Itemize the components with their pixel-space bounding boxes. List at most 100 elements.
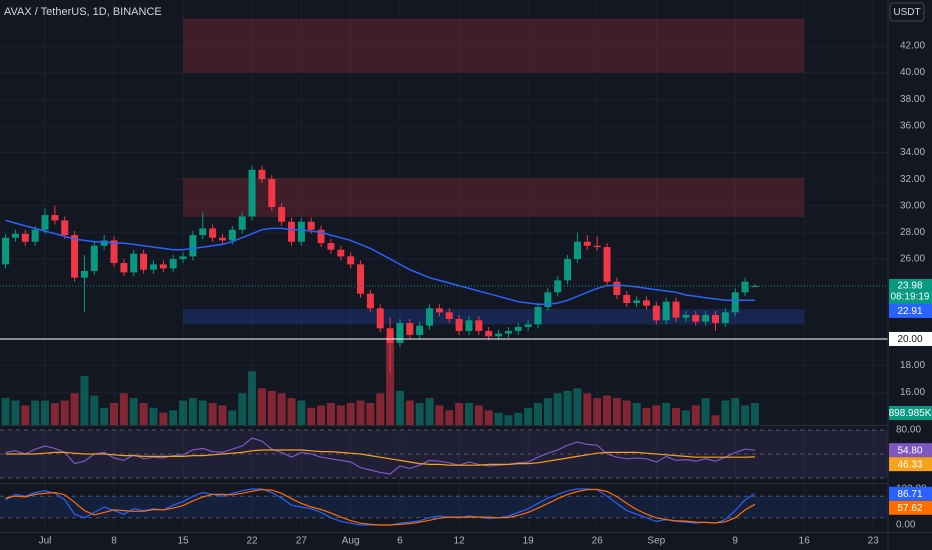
- volume-bar: [681, 410, 690, 425]
- x-tick-label: 22: [246, 536, 258, 547]
- candle-body: [268, 179, 276, 208]
- volume-bar: [1, 398, 10, 425]
- volume-bar: [50, 403, 59, 425]
- volume-bar: [198, 400, 207, 425]
- candle-body: [357, 264, 365, 294]
- x-tick-label: 8: [111, 536, 117, 547]
- candle-body: [652, 305, 660, 321]
- candle-body: [278, 207, 286, 222]
- volume-bar: [494, 412, 503, 425]
- y-tick-label: 42.00: [900, 41, 925, 52]
- volume-bar: [543, 398, 552, 425]
- volume-bar: [741, 405, 750, 425]
- volume-bar: [652, 405, 661, 425]
- volume-bar: [267, 390, 276, 425]
- volume-bar: [110, 403, 119, 425]
- candle-body: [71, 235, 79, 278]
- candle-body: [672, 301, 680, 318]
- x-tick-label: 26: [592, 536, 604, 547]
- price-tag-label: 23.98: [897, 281, 922, 292]
- candle-body: [288, 221, 295, 242]
- volume-bar: [445, 410, 454, 425]
- candle-body: [31, 229, 39, 242]
- candle-body: [366, 293, 374, 309]
- candle-body: [248, 169, 256, 217]
- volume-bar: [514, 412, 523, 425]
- x-tick-label: 6: [397, 536, 403, 547]
- volume-bar: [603, 395, 612, 425]
- price-tag-label: 22.91: [897, 306, 922, 317]
- price-tag-label: 57.62: [897, 503, 922, 514]
- y-tick-label: 34.00: [900, 147, 925, 158]
- volume-bar: [169, 410, 178, 425]
- x-tick-label: 12: [454, 536, 466, 547]
- y-tick-label: 32.00: [900, 174, 925, 185]
- x-tick-label: 15: [177, 536, 189, 547]
- volume-bar: [553, 393, 562, 425]
- price-tag: [889, 443, 932, 458]
- x-tick-label: 16: [799, 536, 811, 547]
- volume-bar: [534, 403, 542, 425]
- volume-bar: [218, 405, 227, 425]
- volume-bar: [455, 403, 464, 425]
- indicator-line: [5, 437, 755, 475]
- candle-body: [475, 320, 483, 331]
- volume-bar: [287, 398, 296, 425]
- volume-bar: [464, 403, 473, 425]
- candle-body: [179, 256, 187, 260]
- volume-bar: [612, 398, 621, 425]
- y-tick-label: 40.00: [900, 67, 925, 78]
- marks: [0, 18, 888, 526]
- price-tag: [889, 303, 932, 318]
- volume-bar: [149, 407, 158, 425]
- candle-body: [573, 241, 581, 260]
- candle-body: [564, 259, 572, 281]
- volume-bar: [277, 393, 286, 425]
- x-tick-label: Aug: [342, 536, 360, 547]
- candle-body: [465, 320, 473, 331]
- volume-bar: [524, 407, 533, 425]
- candle-body: [100, 240, 108, 246]
- volume-bar: [405, 400, 414, 425]
- price-tag-label: 54.80: [897, 445, 922, 456]
- volume-bar: [750, 403, 759, 425]
- volume-bar: [90, 395, 99, 425]
- volume-bar: [622, 400, 631, 425]
- candle-body: [396, 322, 404, 343]
- volume-bar: [326, 403, 335, 425]
- band-fill: [0, 496, 888, 518]
- price-tag: [889, 486, 932, 501]
- candle-body: [702, 314, 710, 322]
- volume-bar: [21, 405, 30, 425]
- candle-body: [376, 308, 384, 329]
- currency-label[interactable]: USDT: [893, 7, 920, 18]
- price-tag: [889, 278, 932, 305]
- volume-bar: [356, 400, 365, 425]
- volume-bar: [415, 403, 424, 425]
- volume-bar: [435, 405, 444, 425]
- candle-body: [317, 229, 325, 244]
- volume-bar: [188, 398, 197, 425]
- candle-body: [455, 318, 463, 331]
- candle-body: [130, 253, 138, 273]
- candle-body: [495, 333, 503, 337]
- candle-body: [228, 229, 236, 241]
- currency-button[interactable]: [889, 2, 925, 22]
- candle-body: [347, 256, 355, 265]
- candle-body: [258, 169, 266, 180]
- candle-body: [110, 240, 118, 264]
- y-tick-label: 0.00: [896, 520, 916, 531]
- candle-body: [692, 314, 700, 322]
- grid: [0, 429, 888, 519]
- volume-bar: [691, 405, 700, 425]
- volume-bar: [80, 376, 89, 425]
- candle-body: [485, 330, 493, 337]
- y-tick-label: 18.00: [900, 360, 925, 371]
- candle-body: [406, 322, 414, 335]
- volume-bar: [642, 407, 651, 425]
- candle-body: [199, 228, 207, 236]
- x-tick-label: Sep: [647, 536, 665, 547]
- volume-bar: [386, 337, 395, 425]
- volume-bar: [721, 400, 730, 425]
